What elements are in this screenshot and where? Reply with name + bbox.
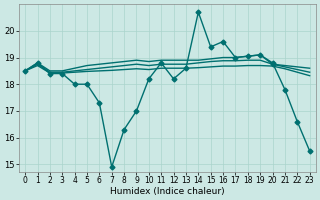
X-axis label: Humidex (Indice chaleur): Humidex (Indice chaleur) [110,187,225,196]
